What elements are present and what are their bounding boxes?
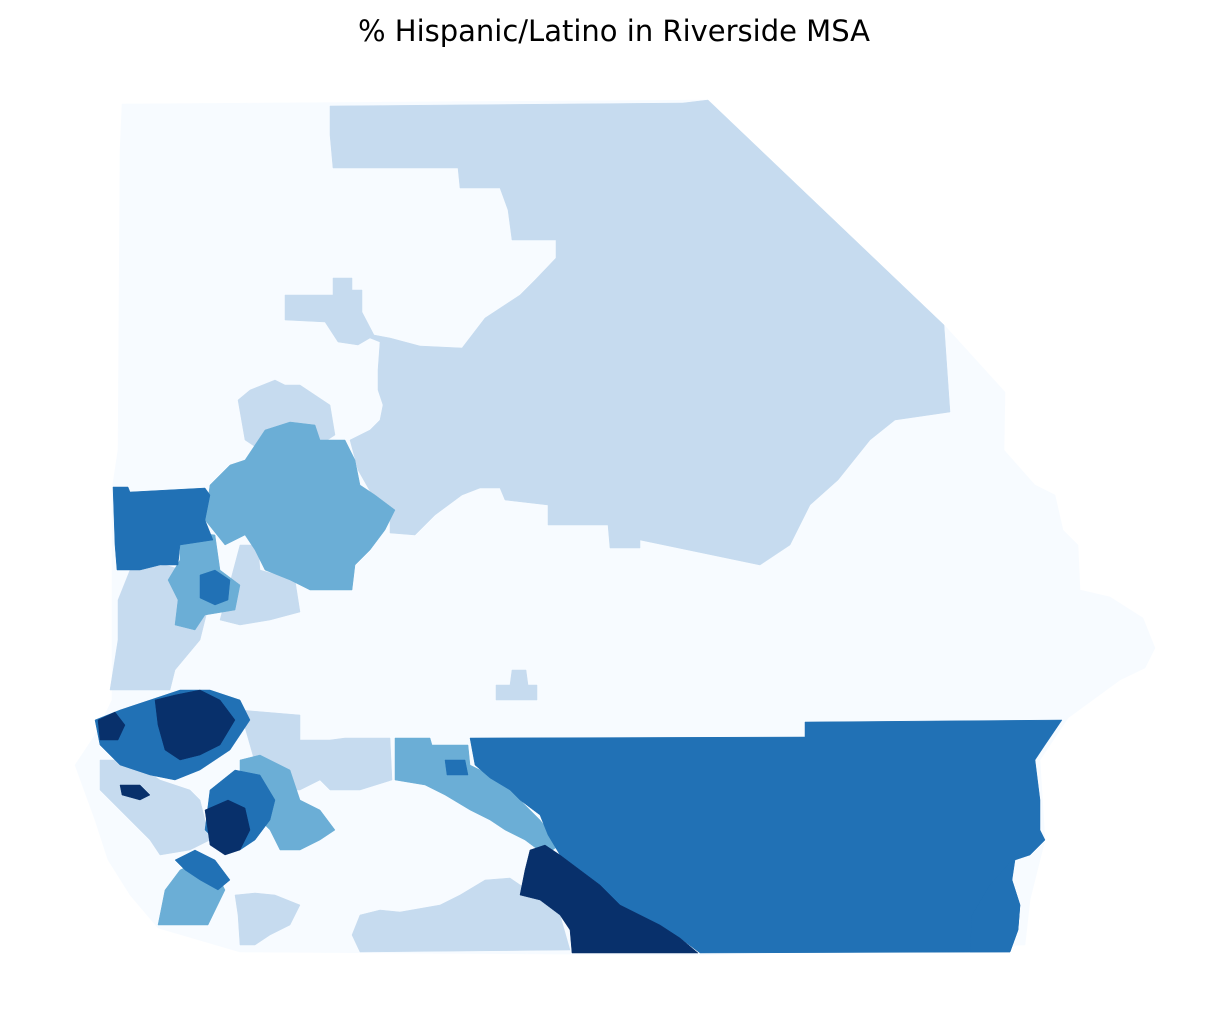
region-class-5-south-core [204, 799, 251, 856]
map-title: % Hispanic/Latino in Riverside MSA [357, 14, 870, 48]
region-class-4-east-border [969, 859, 1021, 953]
region-class-4-east-valley [469, 719, 1063, 954]
region-class-3-west-valley [204, 421, 396, 591]
region-class-2-mountain-south [351, 877, 571, 953]
region-class-5-west-edge [97, 711, 126, 741]
region-class-2-south-west [99, 759, 211, 856]
region-class-5-southeast-belt [519, 844, 699, 954]
region-class-2-south-coast [234, 892, 301, 946]
region-class-4-northwest-block [112, 486, 214, 571]
region-class-4-corridor-patch [444, 759, 469, 776]
region-class-2-north-desert [284, 99, 951, 566]
region-class-5-west-core [154, 689, 236, 761]
region-class-4-south-strip [174, 849, 231, 891]
region-class-2-small-patch [495, 669, 538, 701]
region-class-5-small-cluster [119, 784, 151, 801]
region-class-4-central-patch [199, 569, 231, 606]
